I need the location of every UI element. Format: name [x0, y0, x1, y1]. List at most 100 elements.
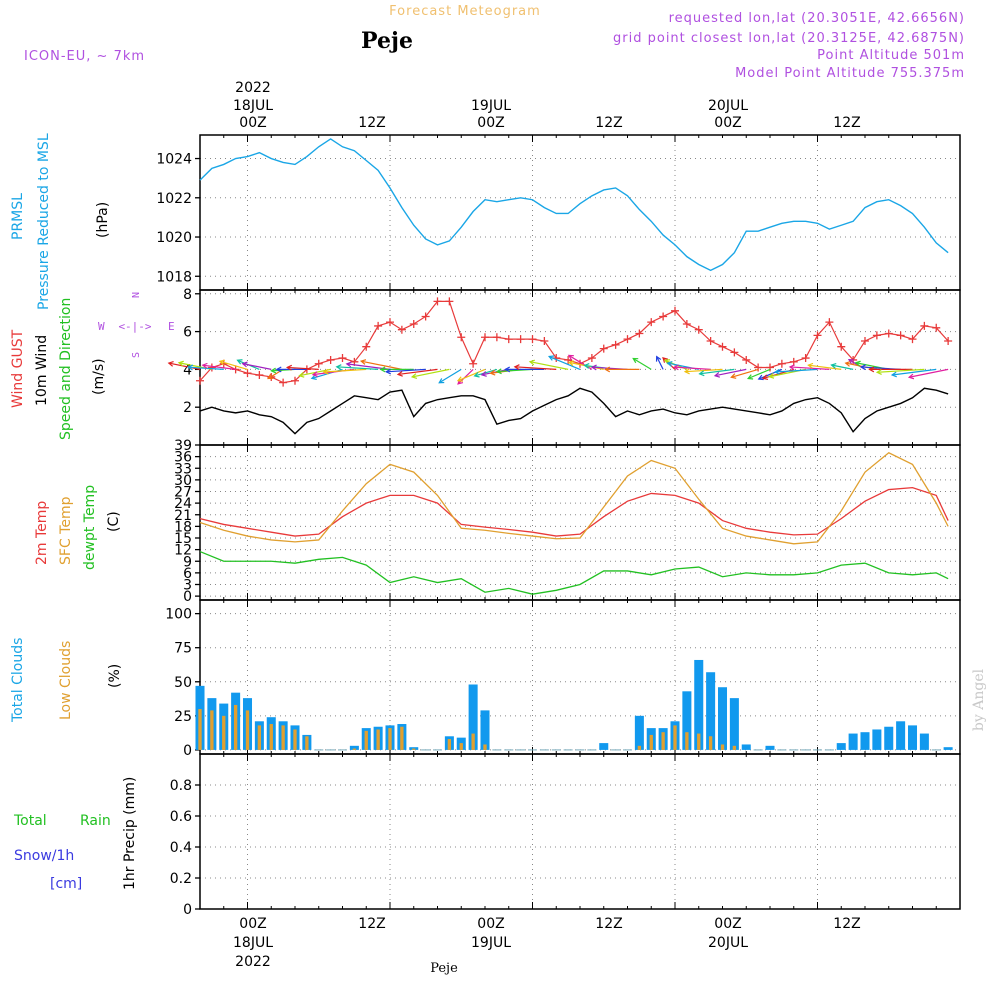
prmsl-label: PRMSL: [10, 193, 26, 240]
y-tick-label: 6: [183, 566, 192, 582]
bar-total-clouds: [919, 733, 929, 750]
wind-arrow: [548, 355, 581, 370]
wind-arrow-head: [322, 368, 329, 375]
gust-marker: [492, 333, 501, 342]
wind-arrow: [529, 361, 569, 370]
wind-arrow-head: [187, 364, 194, 371]
series-line-gust: [199, 300, 949, 384]
top-year: 2022: [235, 80, 271, 96]
model-altitude: Model Point Altitude 755.375m: [735, 66, 965, 81]
y-tick-label: 27: [174, 485, 192, 501]
wind-arrow-head: [384, 368, 392, 375]
wind-arrow-head: [396, 370, 403, 377]
wind-arrow: [747, 368, 771, 380]
y-tick-label: 21: [174, 508, 192, 524]
gust-marker: [777, 359, 786, 368]
bar-low-clouds: [459, 743, 463, 750]
gust-marker: [362, 342, 371, 351]
bar-low-clouds: [364, 730, 368, 750]
y-tick-label: 75: [174, 641, 192, 657]
wind-arrow-head: [456, 376, 464, 382]
location-title: Peje: [361, 28, 413, 54]
gust-marker: [445, 297, 454, 306]
total-label: Total: [13, 813, 47, 829]
bar-total-clouds: [896, 721, 906, 750]
top-tick-label: 12Z: [833, 115, 860, 131]
gust-marker: [386, 318, 394, 327]
bar-total-clouds: [682, 691, 692, 750]
y-tick-label: 0: [183, 902, 192, 918]
bar-total-clouds: [884, 726, 894, 750]
gust-marker: [837, 342, 846, 351]
wind-arrow: [808, 364, 842, 370]
wind-arrow: [457, 368, 486, 382]
gust-marker: [706, 337, 715, 346]
wind-arrow-head: [528, 359, 535, 366]
bar-low-clouds: [649, 734, 653, 750]
bar-total-clouds: [741, 744, 751, 750]
wind-arrow: [242, 363, 272, 370]
series-line-wind: [199, 387, 949, 435]
wind-arrow: [699, 368, 735, 375]
total-clouds-label: Total Clouds: [10, 638, 26, 723]
top-tick-label: 12Z: [358, 115, 385, 131]
bar-total-clouds: [349, 745, 359, 750]
wind-arrow-head: [683, 368, 690, 375]
bar-low-clouds: [293, 729, 297, 750]
compass-arrows: <-|->: [118, 320, 151, 333]
y-tick-label: 2: [183, 400, 192, 416]
bar-total-clouds: [860, 732, 870, 750]
bar-low-clouds: [697, 733, 701, 750]
bar-total-clouds: [480, 710, 490, 750]
gust-marker: [635, 329, 644, 338]
bar-low-clouds: [305, 736, 309, 750]
y-tick-label: 8: [183, 287, 192, 303]
wind-arrow: [731, 368, 759, 378]
top-day-2: 19JUL: [471, 98, 511, 114]
y-tick-label: 15: [174, 531, 192, 547]
bar-low-clouds: [198, 709, 202, 750]
y-tick-label: 1022: [156, 191, 192, 207]
gust-marker: [754, 363, 763, 372]
wind-arrow: [685, 368, 723, 373]
bar-total-clouds: [468, 684, 478, 750]
wind-arrow-head: [773, 368, 780, 375]
y-tick-label: 1024: [156, 152, 192, 168]
wind-arrow-head: [768, 373, 775, 379]
bar-low-clouds: [637, 745, 642, 750]
wind-arrow-head: [713, 372, 721, 378]
wind-arrow-head: [807, 362, 814, 369]
gust-marker: [255, 371, 264, 380]
wind-arrow-head: [236, 359, 243, 365]
bottom-tick-label: 12Z: [358, 916, 385, 932]
gust-marker: [540, 337, 549, 346]
series-line-sfc-temp: [199, 451, 949, 545]
compass-e: E: [168, 320, 175, 333]
panel2-ylabels: Wind GUST 10m Wind Speed and Direction (…: [10, 292, 175, 440]
gust-marker: [611, 340, 620, 349]
gust-marker: [481, 333, 489, 342]
gust-marker: [279, 378, 288, 387]
wind-arrow: [758, 368, 783, 380]
gust-marker: [825, 318, 834, 327]
low-clouds-label: Low Clouds: [58, 641, 74, 720]
bar-total-clouds: [729, 698, 739, 750]
wind-arrow-head: [844, 361, 851, 367]
precip-unit: 1hr Precip (mm): [122, 777, 138, 890]
wind-arrow: [514, 366, 557, 370]
bar-low-clouds: [210, 710, 214, 750]
y-tick-label: 3: [183, 578, 192, 594]
wind-arrow-head: [177, 360, 184, 367]
gust-marker: [896, 331, 905, 340]
gust-marker: [433, 297, 442, 306]
wind-arrow-head: [590, 364, 597, 371]
y-tick-label: 18: [174, 519, 192, 535]
wind-arrow-head: [275, 366, 282, 373]
gust-marker: [243, 369, 252, 378]
gust-marker: [742, 355, 751, 364]
bar-low-clouds: [483, 744, 487, 750]
gust-marker: [374, 321, 383, 330]
bar-total-clouds: [717, 687, 728, 750]
chart-title: Forecast Meteogram: [389, 4, 541, 19]
